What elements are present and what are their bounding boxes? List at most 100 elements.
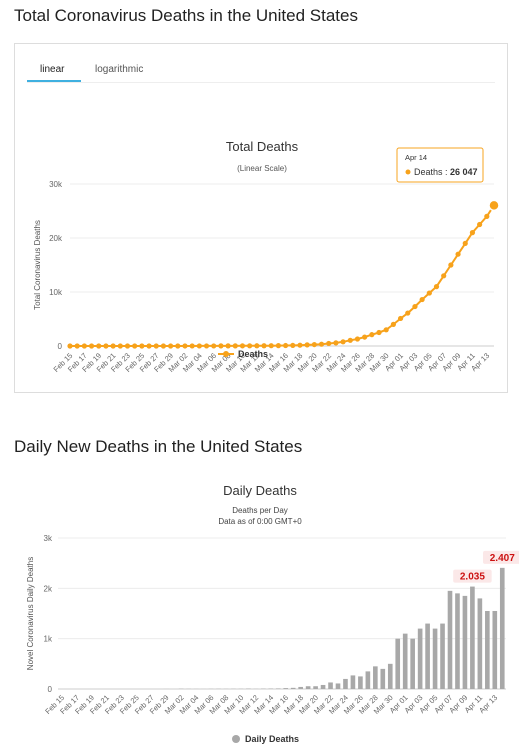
data-point	[225, 343, 231, 349]
active-tab-indicator	[27, 80, 81, 82]
data-label: 2.035	[460, 572, 485, 583]
scale-tabs: linear logarithmic	[15, 44, 507, 83]
data-point	[347, 337, 353, 343]
y-tick-label: 2k	[44, 584, 53, 593]
data-label-bg	[483, 550, 519, 564]
section-heading-daily: Daily New Deaths in the United States	[14, 437, 303, 456]
data-point	[139, 343, 145, 349]
data-point	[477, 221, 483, 228]
bar	[417, 628, 423, 689]
bar	[462, 595, 468, 689]
bar	[275, 688, 281, 689]
section-heading-total: Total Coronavirus Deaths in the United S…	[14, 6, 358, 25]
data-point	[426, 290, 432, 296]
bar	[447, 590, 453, 689]
bar	[320, 684, 326, 689]
bar	[485, 610, 490, 689]
bar	[477, 598, 483, 689]
data-point	[254, 343, 260, 349]
bar	[470, 586, 475, 689]
data-point	[318, 341, 325, 347]
total-deaths-card: linear logarithmic Total Deaths (Linear S…	[14, 43, 508, 393]
bar	[395, 638, 401, 689]
bar	[380, 668, 386, 689]
data-point	[182, 343, 188, 349]
bar	[283, 688, 289, 689]
data-point	[67, 343, 73, 349]
bar	[298, 686, 303, 689]
bar	[402, 633, 408, 689]
data-point	[88, 343, 95, 349]
legend-label-deaths: Deaths	[238, 349, 268, 359]
bar	[432, 628, 438, 689]
legend-marker	[223, 351, 229, 357]
data-label-bg	[453, 569, 492, 583]
data-point	[469, 230, 476, 236]
bar	[492, 610, 498, 689]
data-point	[405, 310, 411, 316]
y-tick-label: 1k	[44, 635, 53, 644]
bar	[455, 593, 460, 689]
y-axis-label: Total Coronavirus Deaths	[33, 220, 42, 310]
data-point	[218, 343, 224, 349]
data-point	[239, 343, 246, 349]
data-label: 2.407	[490, 553, 515, 564]
data-point	[462, 240, 468, 246]
data-point	[211, 343, 217, 349]
bar	[305, 686, 311, 689]
data-point	[397, 315, 404, 322]
data-point	[168, 343, 174, 349]
bar	[410, 638, 415, 689]
data-point	[290, 342, 296, 349]
bar	[290, 687, 296, 689]
data-point	[419, 296, 425, 303]
data-point	[448, 262, 454, 268]
bar	[387, 663, 393, 689]
data-point	[103, 343, 109, 349]
bar	[335, 683, 341, 689]
data-point	[153, 343, 159, 349]
tooltip-box	[396, 147, 484, 183]
data-point	[311, 341, 317, 348]
data-point	[390, 321, 396, 327]
data-point	[455, 251, 461, 257]
y-tick-label: 0	[58, 342, 63, 351]
data-point	[433, 284, 440, 290]
tab-logarithmic[interactable]: logarithmic	[95, 64, 144, 75]
bar	[343, 678, 348, 689]
data-point	[160, 343, 167, 349]
total-deaths-chart: Total Deaths (Linear Scale) 0 10k 20k 30k Tota…	[33, 139, 500, 374]
data-point	[196, 343, 202, 349]
data-point	[412, 303, 418, 310]
tooltip-separator: :	[445, 167, 448, 177]
tooltip-series-label: Deaths	[414, 167, 443, 177]
y-tick-label: 20k	[49, 234, 63, 243]
data-point	[362, 334, 368, 340]
data-point	[203, 343, 210, 349]
data-point	[146, 343, 152, 349]
y-tick-label: 0	[48, 685, 53, 694]
data-point	[232, 343, 238, 349]
data-point	[110, 343, 116, 349]
data-point	[175, 343, 181, 349]
data-point	[383, 327, 389, 333]
tooltip-marker	[405, 169, 411, 175]
chart-title: Daily Deaths	[223, 483, 297, 498]
data-point	[354, 336, 361, 342]
tooltip-value: 26 047	[450, 167, 478, 177]
data-point	[189, 343, 195, 349]
bar	[365, 671, 371, 689]
bar	[499, 567, 505, 689]
y-tick-label: 3k	[44, 534, 53, 543]
legend-marker	[232, 735, 240, 743]
tab-linear[interactable]: linear	[40, 64, 65, 75]
chart-subtitle: (Linear Scale)	[237, 164, 287, 173]
data-point	[282, 342, 289, 349]
y-tick-label: 30k	[49, 180, 63, 189]
data-point	[304, 342, 310, 348]
data-point	[297, 342, 303, 348]
data-point	[484, 213, 490, 219]
data-point	[81, 343, 87, 349]
bar	[440, 623, 445, 689]
data-point	[369, 332, 375, 338]
